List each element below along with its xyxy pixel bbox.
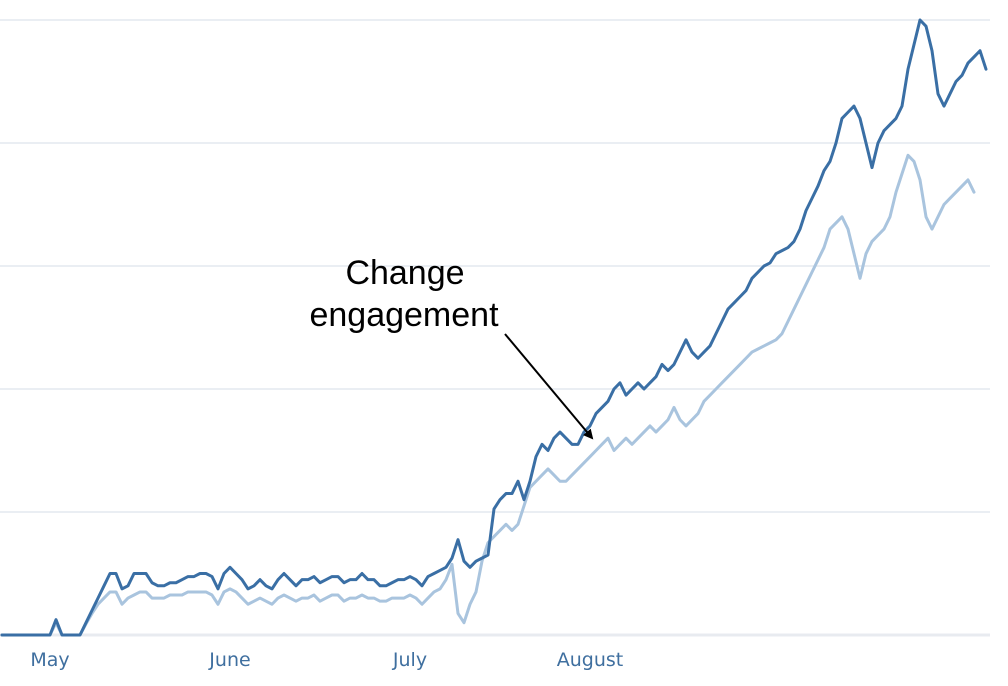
x-axis-ticks: May June July August (30, 649, 623, 671)
series-lines (0, 18, 988, 637)
x-tick-july: July (392, 649, 427, 671)
x-tick-june: June (208, 649, 250, 671)
x-tick-august: August (557, 649, 624, 671)
annotation-arrow (504, 333, 594, 440)
gridlines (0, 19, 990, 637)
series-line-secondary (0, 153, 976, 637)
series-line-primary (0, 18, 988, 637)
annotation-line-2: engagement (309, 296, 499, 334)
annotation: Change engagement (309, 254, 594, 440)
annotation-line-1: Change (345, 254, 464, 292)
x-tick-may: May (30, 649, 69, 671)
